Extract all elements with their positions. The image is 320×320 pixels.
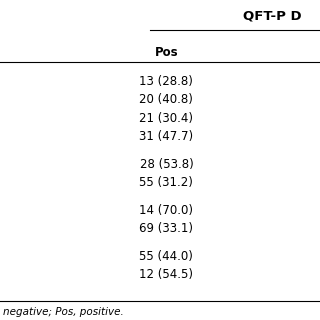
- Text: Pos: Pos: [155, 46, 178, 60]
- Text: 21 (30.4): 21 (30.4): [140, 112, 193, 124]
- Text: QFT-P D: QFT-P D: [243, 10, 302, 23]
- Text: 55 (31.2): 55 (31.2): [140, 176, 193, 189]
- Text: 20 (40.8): 20 (40.8): [140, 93, 193, 106]
- Text: 12 (54.5): 12 (54.5): [140, 268, 193, 281]
- Text: 13 (28.8): 13 (28.8): [140, 75, 193, 88]
- Text: 14 (70.0): 14 (70.0): [140, 204, 193, 217]
- Text: negative; Pos, positive.: negative; Pos, positive.: [3, 307, 124, 317]
- Text: 55 (44.0): 55 (44.0): [140, 250, 193, 263]
- Text: 28 (53.8): 28 (53.8): [140, 158, 193, 171]
- Text: 69 (33.1): 69 (33.1): [140, 222, 193, 235]
- Text: 31 (47.7): 31 (47.7): [139, 130, 194, 143]
